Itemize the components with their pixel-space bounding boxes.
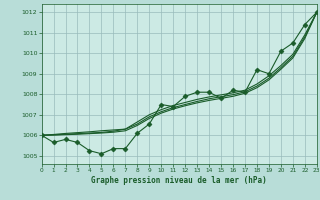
X-axis label: Graphe pression niveau de la mer (hPa): Graphe pression niveau de la mer (hPa) — [91, 176, 267, 185]
